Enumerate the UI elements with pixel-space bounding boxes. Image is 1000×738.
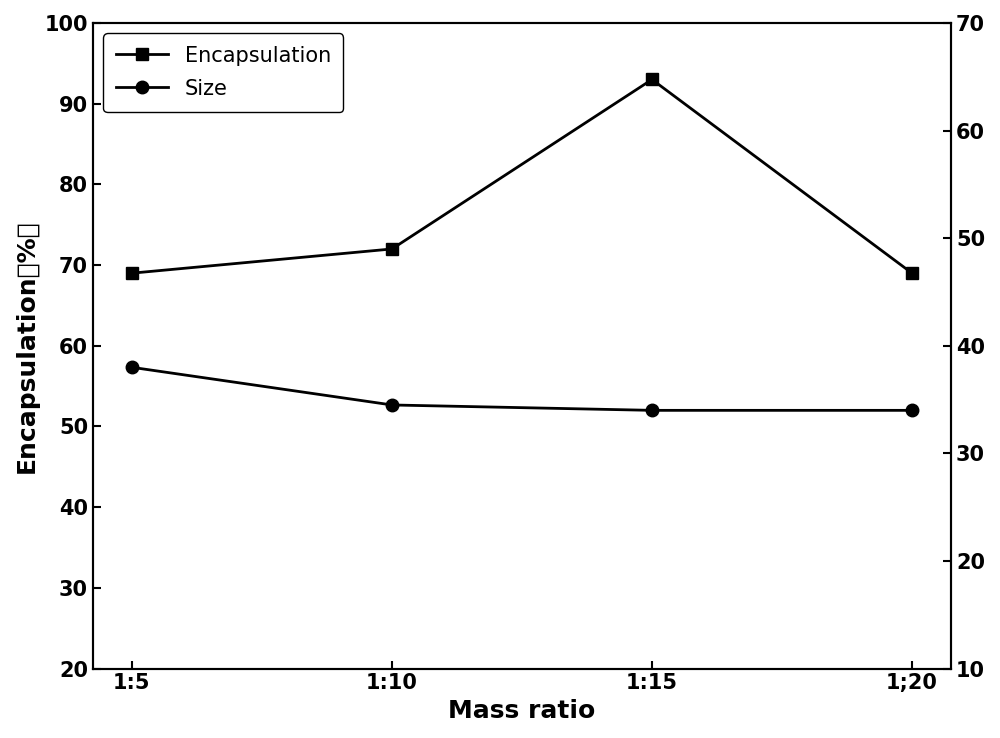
Size <box>386 401 398 410</box>
Legend: Encapsulation, Size: Encapsulation, Size <box>103 33 343 112</box>
Y-axis label: Encapsulation（%）: Encapsulation（%） <box>15 219 39 472</box>
Size <box>126 363 138 372</box>
Encapsulation <box>126 269 138 277</box>
Size <box>646 406 658 415</box>
Line: Encapsulation: Encapsulation <box>126 73 918 280</box>
Encapsulation <box>646 75 658 84</box>
Size <box>906 406 918 415</box>
Encapsulation <box>386 244 398 253</box>
Encapsulation <box>906 269 918 277</box>
Line: Size: Size <box>126 361 918 416</box>
X-axis label: Mass ratio: Mass ratio <box>448 699 596 723</box>
